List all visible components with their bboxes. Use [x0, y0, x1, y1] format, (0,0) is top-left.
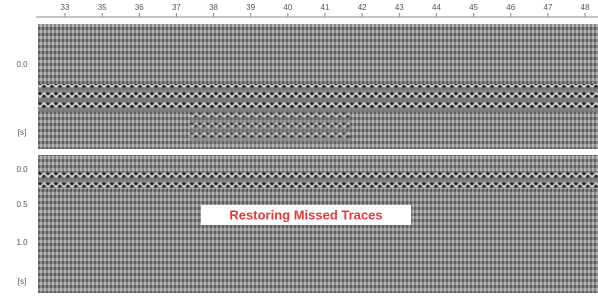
panel-gap: [38, 150, 598, 155]
top-tick-label: 38: [209, 3, 218, 12]
y-axis-label: [s]: [18, 128, 26, 137]
top-tick-label: 40: [283, 3, 292, 12]
caption: Restoring Missed Traces: [229, 207, 382, 222]
top-tick-label: 44: [432, 3, 441, 12]
top-tick-label: 46: [506, 3, 515, 12]
y-axis-label: 1.0: [16, 238, 28, 247]
top-tick-label: 47: [543, 3, 552, 12]
top-tick-label: 48: [581, 3, 590, 12]
y-axis-label: 0.0: [16, 60, 28, 69]
top-tick-label: 45: [469, 3, 478, 12]
top-tick-label: 41: [321, 3, 330, 12]
reflection-band: [38, 172, 598, 188]
top-tick-label: 42: [358, 3, 367, 12]
y-axis-label: 0.0: [16, 165, 28, 174]
top-tick-label: 43: [395, 3, 404, 12]
seismic-figure: Restoring Missed Traces 33 35 36 37 38 39 40 41…: [0, 0, 598, 293]
y-axis-label: 0.5: [16, 200, 28, 209]
top-tick-label: 33: [61, 3, 70, 12]
reflection-band: [38, 84, 598, 112]
top-tick-label: 39: [246, 3, 255, 12]
reflection-band: [190, 112, 350, 142]
top-tick-label: 35: [98, 3, 107, 12]
page: Restoring Missed Traces 33 35 36 37 38 39 40 41…: [0, 0, 598, 298]
top-tick-label: 37: [172, 3, 181, 12]
top-tick-label: 36: [135, 3, 144, 12]
y-axis-label: [s]: [18, 277, 26, 286]
